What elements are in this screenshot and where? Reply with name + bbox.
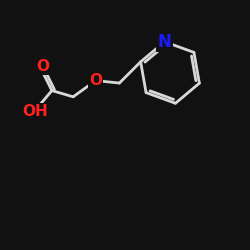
Text: O: O [89,73,102,88]
Text: OH: OH [22,104,48,119]
Text: N: N [158,33,172,51]
Text: O: O [36,58,49,74]
